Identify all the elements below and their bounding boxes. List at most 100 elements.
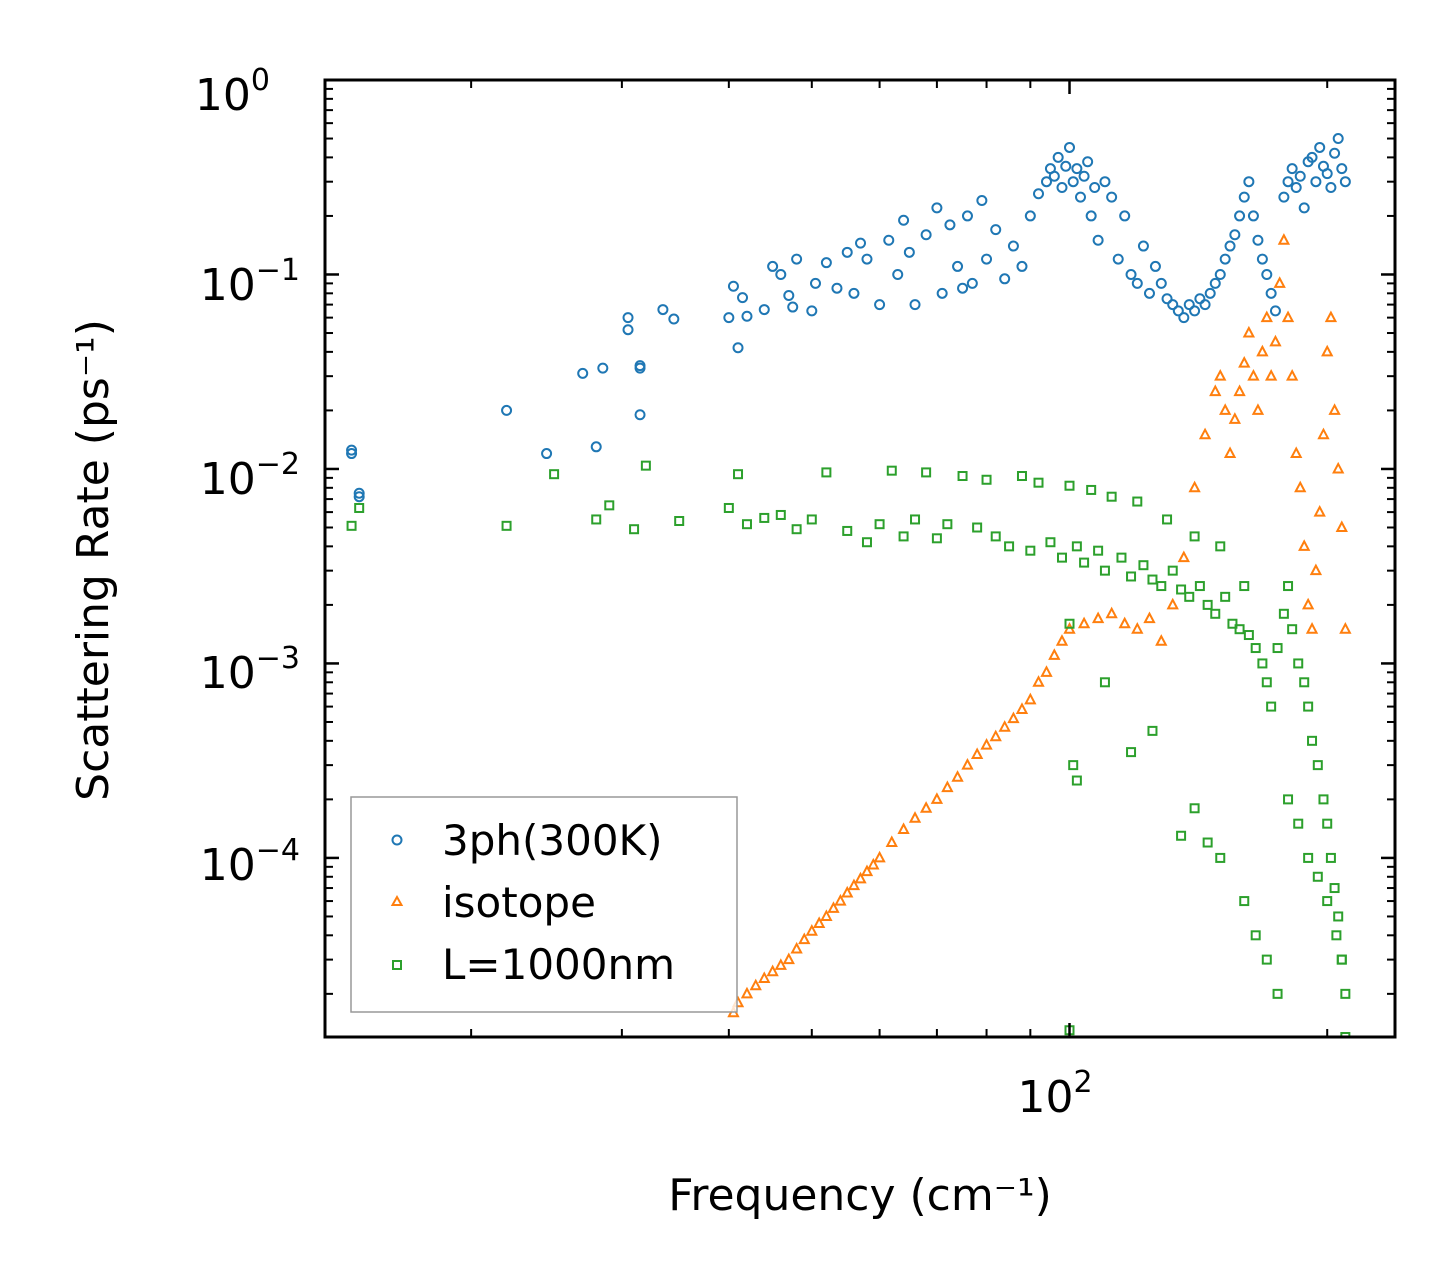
data-point-isotope (1105, 606, 1118, 619)
data-point-3ph (1125, 268, 1137, 280)
data-point-isotope (758, 971, 771, 983)
data-point-isotope (941, 780, 954, 793)
data-point-boundary (1278, 608, 1289, 619)
data-point-boundary (861, 537, 872, 548)
data-point-3ph (883, 234, 895, 246)
data-point-isotope (1335, 520, 1348, 533)
data-point-isotope (980, 738, 993, 750)
data-point-boundary (1215, 541, 1226, 552)
data-point-3ph (1229, 229, 1241, 241)
data-point-boundary (791, 524, 802, 535)
data-point-3ph (1238, 191, 1250, 203)
data-point-boundary (1283, 794, 1294, 805)
data-point-isotope (1277, 233, 1291, 245)
data-point-isotope (1281, 310, 1295, 323)
data-point-isotope (847, 878, 861, 891)
data-point-isotope (798, 932, 811, 945)
data-point-boundary (1099, 565, 1110, 576)
data-point-boundary (1184, 591, 1195, 602)
data-point-isotope (1219, 403, 1232, 415)
data-point-3ph (1294, 170, 1306, 182)
data-point-isotope (1214, 369, 1227, 381)
data-point-boundary (1025, 545, 1036, 556)
data-point-boundary (1064, 618, 1075, 629)
data-point-isotope (1048, 648, 1061, 660)
data-point-boundary (1147, 574, 1158, 585)
data-point-boundary (942, 519, 953, 530)
data-point-3ph (622, 324, 634, 336)
data-point-boundary (806, 514, 817, 525)
data-point-3ph (1243, 176, 1255, 188)
data-point-isotope (1251, 403, 1265, 415)
data-point-boundary (972, 522, 983, 533)
data-point-3ph (787, 301, 799, 313)
axis-ticks (325, 78, 1395, 1037)
data-point-boundary (741, 519, 752, 530)
data-point-boundary (1227, 618, 1238, 629)
data-point-boundary (775, 509, 786, 520)
data-point-3ph (590, 441, 602, 453)
data-point-isotope (1301, 597, 1315, 610)
x-axis-label: Frequency (cm⁻¹) (668, 1170, 1052, 1221)
data-point-boundary (1079, 557, 1090, 568)
data-point-isotope (1305, 622, 1319, 634)
data-point-3ph (1106, 191, 1118, 203)
data-point-isotope (820, 909, 833, 921)
data-point-3ph (1252, 234, 1264, 246)
data-point-boundary (1126, 747, 1137, 758)
data-point-3ph (1194, 293, 1206, 305)
data-point-boundary (1071, 775, 1082, 786)
data-point-boundary (1220, 591, 1231, 602)
y-tick-label-1e-2: 10−2 (200, 447, 300, 505)
data-point-boundary (1303, 852, 1314, 863)
data-point-3ph (1290, 182, 1302, 194)
data-point-3ph (1167, 299, 1179, 311)
data-point-boundary (1071, 541, 1082, 552)
data-point-boundary (1250, 930, 1261, 941)
data-point-boundary (1272, 643, 1283, 654)
data-point-isotope (1285, 369, 1299, 381)
data-point-3ph (758, 304, 770, 316)
data-point-3ph (346, 444, 358, 456)
y-tick-label-1e-4: 10−4 (200, 833, 300, 891)
data-point-boundary (1239, 896, 1250, 907)
data-point-3ph (1234, 210, 1246, 222)
data-point-3ph (1199, 299, 1211, 311)
data-point-isotope (1321, 344, 1334, 357)
data-point-isotope (854, 871, 867, 884)
data-point-boundary (1116, 552, 1127, 563)
data-point-3ph (1056, 182, 1068, 194)
data-point-3ph (1282, 176, 1294, 188)
data-point-3ph (944, 219, 956, 231)
data-point-boundary (1064, 480, 1075, 491)
data-point-boundary (1210, 608, 1221, 619)
plot-frame (323, 78, 1397, 1039)
y-axis-label: Scattering Rate (ps⁻¹) (68, 319, 119, 801)
data-point-3ph (892, 268, 904, 280)
data-point-boundary (1336, 954, 1347, 965)
data-point-isotope (1015, 702, 1029, 714)
y-tick-label-1e-1: 10−1 (200, 253, 300, 311)
data-point-boundary (1099, 677, 1110, 688)
data-point-isotope (1290, 446, 1303, 459)
data-point-3ph (723, 312, 735, 324)
data-point-isotope (873, 850, 886, 863)
data-point-boundary (1312, 760, 1323, 771)
data-point-3ph (1261, 268, 1273, 280)
data-point-3ph (952, 260, 964, 272)
data-point-isotope (1024, 692, 1037, 705)
data-point-boundary (1189, 531, 1200, 542)
data-point-3ph (1189, 305, 1201, 317)
data-point-boundary (674, 516, 685, 527)
data-point-boundary (1239, 581, 1250, 592)
data-point-isotope (961, 757, 974, 770)
data-point-boundary (1336, 954, 1347, 965)
data-point-boundary (1056, 552, 1067, 563)
data-point-boundary (1303, 701, 1314, 712)
data-point-boundary (1333, 911, 1344, 922)
data-point-isotope (1273, 276, 1286, 288)
data-point-boundary (957, 471, 968, 482)
data-point-3ph (1256, 253, 1268, 265)
data-point-3ph (1137, 240, 1149, 252)
data-point-3ph (809, 277, 821, 289)
